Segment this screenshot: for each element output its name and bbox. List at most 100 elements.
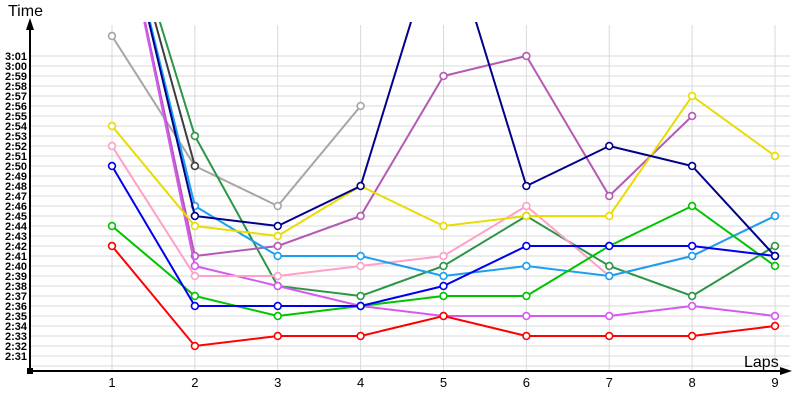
data-point-gray: [107, 31, 117, 41]
data-point-red: [107, 241, 117, 251]
data-point-purple: [687, 111, 697, 121]
series-line-black: [154, 22, 196, 167]
x-axis-title: Laps: [744, 354, 779, 371]
data-point-yellow: [770, 151, 780, 161]
data-point-green: [273, 311, 282, 321]
y-axis-title: Time: [8, 3, 43, 20]
series-line-purple: [144, 22, 693, 258]
data-point-violet: [605, 311, 614, 321]
x-tick-label: 7: [606, 375, 613, 390]
y-tick-label: 2:42: [5, 241, 27, 253]
data-point-dark-green: [605, 261, 614, 271]
data-point-red: [770, 321, 780, 331]
data-point-blue: [190, 301, 200, 311]
data-point-blue: [605, 241, 614, 251]
data-point-yellow: [522, 211, 531, 221]
y-tick-label: 2:33: [5, 331, 27, 343]
data-point-green: [439, 291, 448, 301]
data-point-black: [190, 161, 200, 171]
data-point-yellow: [439, 221, 448, 231]
data-point-violet: [522, 311, 531, 321]
y-tick-label: 2:56: [5, 101, 27, 113]
plot-area: [107, 22, 780, 351]
data-point-blue: [273, 301, 282, 311]
x-tick-label: 3: [274, 375, 281, 390]
x-tick-label: 5: [440, 375, 447, 390]
data-point-blue: [356, 301, 365, 311]
data-point-violet: [190, 261, 200, 271]
data-point-red: [439, 311, 448, 321]
data-point-red: [605, 331, 614, 341]
x-axis-arrow: [780, 367, 792, 375]
data-point-navy: [605, 141, 614, 151]
data-point-pink: [522, 201, 531, 211]
y-tick-label: 2:55: [5, 111, 27, 123]
data-point-cyan: [522, 261, 531, 271]
data-point-green: [770, 261, 780, 271]
data-point-yellow: [190, 221, 200, 231]
y-tick-label: 2:48: [5, 181, 27, 193]
y-tick-label: 2:38: [5, 281, 27, 293]
data-point-pink: [356, 261, 365, 271]
data-point-gray: [356, 101, 365, 111]
y-axis-arrow: [26, 18, 34, 30]
y-tick-label: 2:37: [5, 291, 27, 303]
data-point-blue: [439, 281, 448, 291]
data-point-navy: [190, 211, 200, 221]
axis-origin-marker: [27, 368, 33, 374]
data-point-red: [687, 331, 697, 341]
data-point-pink: [107, 141, 117, 151]
x-tick-label: 6: [523, 375, 530, 390]
data-point-pink: [190, 271, 200, 281]
data-point-dark-green: [190, 131, 200, 141]
data-point-dark-green: [356, 291, 365, 301]
y-tick-label: 2:53: [5, 131, 27, 143]
data-point-cyan: [439, 271, 448, 281]
data-point-cyan: [356, 251, 365, 261]
data-point-violet: [687, 301, 697, 311]
data-point-violet: [770, 311, 780, 321]
data-point-green: [190, 291, 200, 301]
data-point-yellow: [687, 91, 697, 101]
data-point-purple: [439, 71, 448, 81]
data-point-pink: [273, 271, 282, 281]
y-tick-label: 3:00: [5, 61, 27, 73]
data-point-purple: [522, 51, 531, 61]
y-tick-label: 2:59: [5, 71, 27, 83]
data-point-cyan: [687, 251, 697, 261]
x-tick-label: 2: [191, 375, 198, 390]
x-tick-label: 1: [108, 375, 115, 390]
data-point-red: [356, 331, 365, 341]
y-tick-label: 2:49: [5, 171, 27, 183]
data-point-navy: [356, 181, 365, 191]
y-tick-label: 2:35: [5, 311, 27, 323]
data-point-purple: [605, 191, 614, 201]
data-point-dark-green: [770, 241, 780, 251]
data-point-green: [687, 201, 697, 211]
data-point-navy: [770, 251, 780, 261]
data-point-dark-green: [687, 291, 697, 301]
y-tick-label: 2:54: [5, 121, 28, 133]
data-point-yellow: [605, 211, 614, 221]
data-point-blue: [687, 241, 697, 251]
data-point-green: [522, 291, 531, 301]
x-tick-label: 8: [689, 375, 696, 390]
data-point-violet: [273, 281, 282, 291]
data-point-blue: [107, 161, 117, 171]
data-point-red: [273, 331, 282, 341]
data-point-navy: [273, 221, 282, 231]
y-tick-label: 2:51: [5, 151, 27, 163]
y-tick-label: 2:44: [5, 221, 28, 233]
y-tick-label: 2:34: [5, 321, 28, 333]
data-point-purple: [356, 211, 365, 221]
y-tick-label: 2:47: [5, 191, 27, 203]
y-tick-label: 2:43: [5, 231, 27, 243]
x-tick-label: 4: [357, 375, 364, 390]
data-point-yellow: [107, 121, 117, 131]
y-tick-label: 2:57: [5, 91, 27, 103]
data-point-pink: [439, 251, 448, 261]
data-point-cyan: [605, 271, 614, 281]
data-point-navy: [687, 161, 697, 171]
